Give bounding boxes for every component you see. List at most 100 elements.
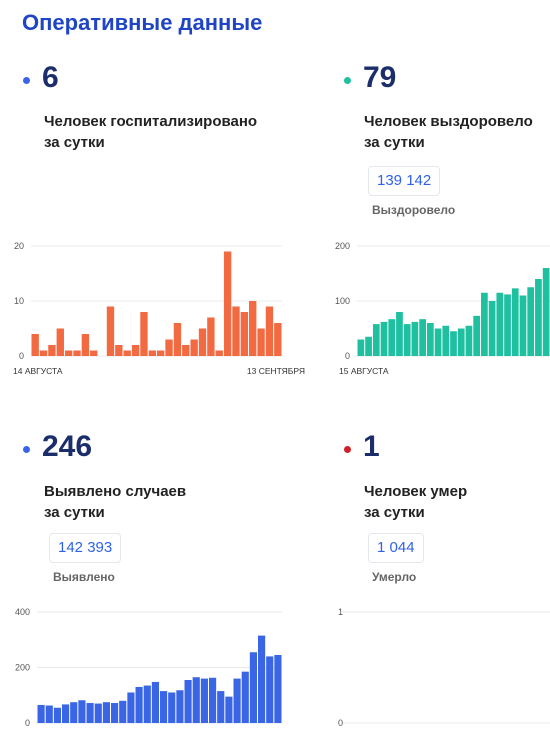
cases-dot-icon bbox=[23, 446, 30, 453]
bar bbox=[39, 350, 48, 356]
bar bbox=[200, 678, 208, 723]
bar bbox=[86, 703, 94, 723]
y-tick-label: 20 bbox=[14, 241, 24, 251]
bar bbox=[403, 324, 411, 356]
bar bbox=[127, 692, 135, 723]
bar bbox=[488, 301, 496, 356]
bar bbox=[70, 702, 78, 723]
y-tick-label: 1 bbox=[338, 607, 343, 617]
bar bbox=[90, 350, 98, 356]
bar bbox=[173, 323, 182, 356]
deaths-chart: 01 bbox=[338, 607, 550, 728]
bar bbox=[249, 652, 257, 723]
x-end-label: 13 СЕНТЯБРЯ bbox=[247, 366, 305, 376]
bar bbox=[266, 656, 274, 723]
deaths-dot-icon bbox=[344, 446, 351, 453]
bar bbox=[265, 306, 274, 356]
bar bbox=[274, 323, 282, 356]
bar bbox=[182, 345, 190, 356]
hospitalized-chart: 0 10 20 14 АВГУСТА 13 СЕНТЯБРЯ bbox=[13, 241, 305, 376]
y-tick-label: 0 bbox=[338, 718, 343, 728]
bar bbox=[457, 328, 465, 356]
recovered-chart: 0 100 200 15 АВГУСТА bbox=[335, 241, 550, 376]
bar bbox=[31, 334, 39, 356]
y-tick-label: 200 bbox=[335, 241, 350, 251]
hospitalized-caption-line1: Человек госпитализировано bbox=[44, 113, 258, 130]
bar bbox=[496, 292, 504, 356]
bar bbox=[78, 700, 86, 723]
bar bbox=[207, 317, 215, 356]
recovered-caption-line1: Человек выздоровело bbox=[364, 113, 533, 130]
bar bbox=[240, 312, 249, 356]
x-start-label: 15 АВГУСТА bbox=[339, 366, 389, 376]
bar bbox=[106, 306, 115, 356]
deaths-total: 1 044 bbox=[368, 533, 424, 563]
bar bbox=[151, 681, 159, 723]
bar bbox=[233, 678, 241, 723]
page-title: Оперативные данные bbox=[22, 10, 263, 35]
y-tick-label: 0 bbox=[19, 351, 24, 361]
bar bbox=[198, 328, 207, 356]
bar bbox=[388, 319, 396, 356]
bar bbox=[81, 334, 90, 356]
bar bbox=[258, 635, 266, 723]
deaths-caption-line1: Человек умер bbox=[364, 483, 468, 500]
bar bbox=[176, 690, 184, 723]
bar bbox=[45, 705, 53, 723]
recovered-total: 139 142 bbox=[368, 166, 441, 196]
bar bbox=[115, 345, 123, 356]
bar bbox=[209, 677, 217, 723]
y-tick-label: 400 bbox=[15, 607, 30, 617]
bar bbox=[123, 350, 131, 356]
deaths-total-label: Умерло bbox=[372, 570, 417, 584]
bar bbox=[223, 251, 232, 356]
bar bbox=[131, 345, 140, 356]
cases-count: 246 bbox=[42, 430, 93, 463]
bar bbox=[225, 696, 233, 723]
hospitalized-caption-line2: за сутки bbox=[44, 134, 105, 151]
bar bbox=[190, 339, 198, 356]
cases-chart: 0 200 400 bbox=[15, 607, 282, 728]
bar bbox=[372, 324, 380, 356]
bar bbox=[249, 301, 257, 356]
hospitalized-dot-icon bbox=[23, 77, 30, 84]
recovered-count: 79 bbox=[363, 61, 397, 94]
y-tick-label: 200 bbox=[15, 663, 30, 673]
bar bbox=[274, 655, 282, 723]
bar bbox=[140, 312, 148, 356]
x-start-label: 14 АВГУСТА bbox=[13, 366, 63, 376]
hospitalized-count: 6 bbox=[42, 61, 59, 94]
recovered-total-label: Выздоровело bbox=[372, 203, 456, 217]
recovered-dot-icon bbox=[344, 77, 351, 84]
bar bbox=[527, 287, 535, 356]
bar bbox=[217, 691, 225, 723]
y-tick-label: 100 bbox=[335, 296, 350, 306]
bar bbox=[365, 336, 372, 356]
bar bbox=[143, 685, 151, 723]
bar bbox=[542, 268, 550, 356]
bar bbox=[184, 679, 192, 723]
bar bbox=[148, 350, 156, 356]
bar bbox=[111, 703, 119, 723]
bar bbox=[504, 294, 511, 356]
bar bbox=[434, 328, 442, 356]
bar bbox=[119, 700, 127, 723]
bar bbox=[481, 292, 488, 356]
bar bbox=[135, 686, 143, 723]
bar bbox=[465, 325, 473, 356]
bar bbox=[473, 315, 481, 356]
bar bbox=[396, 312, 403, 356]
bar bbox=[411, 321, 419, 356]
deaths-count: 1 bbox=[363, 430, 380, 463]
y-tick-label: 0 bbox=[25, 718, 30, 728]
bar bbox=[232, 306, 240, 356]
bar bbox=[94, 703, 102, 723]
bar bbox=[48, 345, 56, 356]
bar bbox=[215, 350, 223, 356]
bar bbox=[241, 671, 249, 723]
bar bbox=[157, 350, 165, 356]
bar bbox=[426, 323, 434, 356]
deaths-caption-line2: за сутки bbox=[364, 504, 425, 521]
cases-total: 142 393 bbox=[49, 533, 122, 563]
bar bbox=[357, 339, 365, 356]
